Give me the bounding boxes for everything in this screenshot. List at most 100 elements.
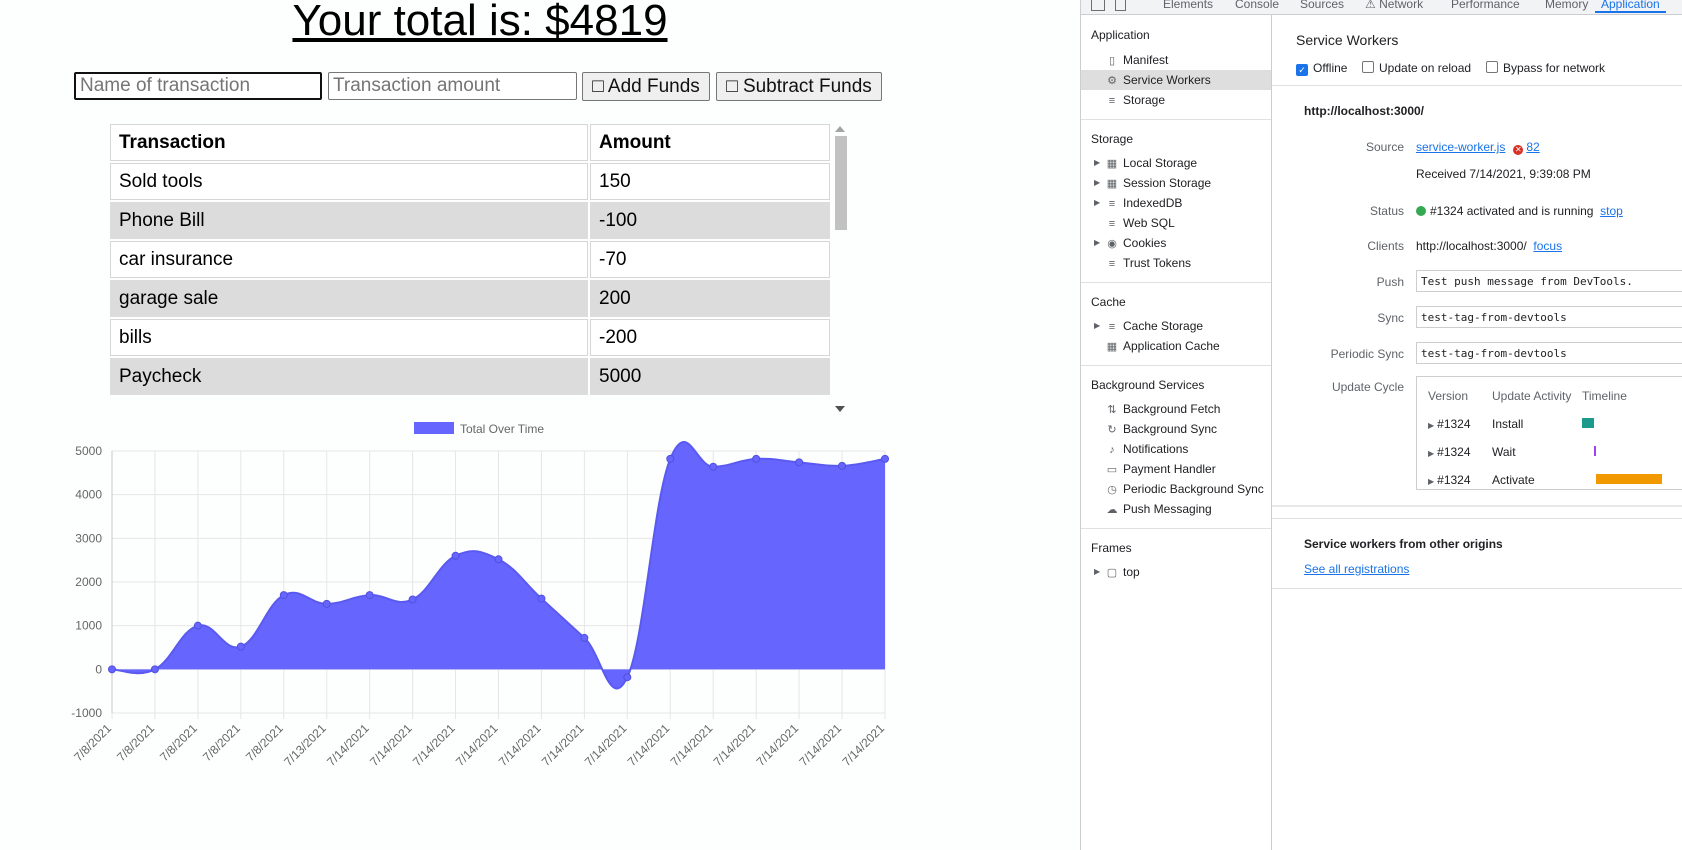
transaction-amount-input[interactable] xyxy=(328,72,577,100)
expand-triangle-icon[interactable]: ▶ xyxy=(1094,238,1101,247)
focus-link[interactable]: focus xyxy=(1533,239,1563,253)
expand-triangle-icon[interactable]: ▶ xyxy=(1094,567,1101,576)
tab-elements[interactable]: Elements xyxy=(1163,0,1214,11)
tab-sources[interactable]: Sources xyxy=(1300,0,1345,11)
data-point[interactable] xyxy=(580,633,589,642)
area-series xyxy=(112,441,885,689)
sync-label: Sync xyxy=(1377,311,1404,325)
sidebar-item-payment-handler[interactable]: ▭ Payment Handler xyxy=(1105,459,1271,479)
data-point[interactable] xyxy=(193,621,202,630)
add-funds-button[interactable]: □ Add Funds xyxy=(582,72,710,101)
expand-triangle-icon[interactable]: ▶ xyxy=(1094,198,1101,207)
data-point[interactable] xyxy=(752,454,761,463)
sidebar-item-indexeddb[interactable]: ▶ ≡ IndexedDB xyxy=(1094,193,1271,213)
expand-triangle-icon[interactable]: ▶ xyxy=(1428,449,1435,458)
periodic-sync-tag-input[interactable]: test-tag-from-devtools xyxy=(1416,342,1682,364)
sync-tag-input[interactable]: test-tag-from-devtools xyxy=(1416,306,1682,328)
sidebar-item-web-sql[interactable]: ≡ Web SQL xyxy=(1105,213,1271,233)
data-point[interactable] xyxy=(623,673,632,682)
inspect-element-icon[interactable] xyxy=(1091,0,1105,11)
sidebar-item-label: Push Messaging xyxy=(1123,502,1212,516)
expand-triangle-icon[interactable]: ▶ xyxy=(1428,477,1435,486)
sidebar-item-label: Background Fetch xyxy=(1123,402,1221,416)
data-point[interactable] xyxy=(709,462,718,471)
stop-link[interactable]: stop xyxy=(1600,204,1623,218)
sidebar-item-notifications[interactable]: ♪ Notifications xyxy=(1105,439,1271,459)
data-point[interactable] xyxy=(365,591,374,600)
sidebar-item-background-fetch[interactable]: ⇅ Background Fetch xyxy=(1105,399,1271,419)
table-row: Paycheck 5000 xyxy=(110,358,830,395)
checkbox-label: Offline xyxy=(1313,61,1348,75)
table-scrollbar[interactable] xyxy=(832,122,848,418)
update-on-reload-checkbox[interactable]: Update on reload xyxy=(1362,61,1471,75)
push-message-input[interactable]: Test push message from DevTools. xyxy=(1416,270,1682,292)
data-point[interactable] xyxy=(150,665,159,674)
data-point[interactable] xyxy=(881,454,889,463)
expand-triangle-icon[interactable]: ▶ xyxy=(1094,321,1101,330)
tab-memory[interactable]: Memory xyxy=(1545,0,1589,11)
expand-triangle-icon[interactable]: ▶ xyxy=(1094,158,1101,167)
sw-origin: http://localhost:3000/ xyxy=(1304,104,1425,118)
expand-triangle-icon[interactable]: ▶ xyxy=(1094,178,1101,187)
tab-application[interactable]: Application xyxy=(1595,0,1666,13)
data-point[interactable] xyxy=(838,461,847,470)
sidebar-item-local-storage[interactable]: ▶ ▦ Local Storage xyxy=(1094,153,1271,173)
offline-checkbox[interactable]: ✓ Offline xyxy=(1296,61,1347,76)
source-file-link[interactable]: service-worker.js xyxy=(1416,140,1506,154)
tab-console[interactable]: Console xyxy=(1235,0,1280,11)
data-point[interactable] xyxy=(537,594,546,603)
sidebar-item-push-messaging[interactable]: ☁ Push Messaging xyxy=(1105,499,1271,519)
data-point[interactable] xyxy=(795,458,804,467)
sidebar-item-background-sync[interactable]: ↻ Background Sync xyxy=(1105,419,1271,439)
grid-icon: ▦ xyxy=(1106,341,1118,353)
cycle-row-version[interactable]: ▶ #1324 xyxy=(1428,473,1471,487)
cycle-row-version[interactable]: ▶ #1324 xyxy=(1428,417,1471,431)
sidebar-item-frame-top[interactable]: ▶ ▢ top xyxy=(1094,562,1271,582)
sidebar-item-periodic-background-sync[interactable]: ◷ Periodic Background Sync xyxy=(1105,479,1271,499)
divider xyxy=(1272,505,1682,507)
data-point[interactable] xyxy=(408,595,417,604)
subtract-funds-button[interactable]: □ Subtract Funds xyxy=(716,72,882,101)
version-text: #1324 xyxy=(1437,417,1471,431)
sidebar-item-label: Cookies xyxy=(1123,236,1167,250)
checkmark-icon[interactable]: ✓ xyxy=(1296,64,1308,76)
sidebar-item-trust-tokens[interactable]: ≡ Trust Tokens xyxy=(1105,253,1271,273)
scrollbar-thumb[interactable] xyxy=(835,136,847,230)
sidebar-item-cache-storage[interactable]: ▶ ≡ Cache Storage xyxy=(1094,316,1271,336)
tab-network[interactable]: ⚠ Network xyxy=(1365,0,1424,11)
checkbox-box[interactable] xyxy=(1486,61,1498,73)
devtools-panel: Elements Console Sources ⚠ Network Perfo… xyxy=(1080,0,1682,850)
sidebar-item-storage[interactable]: ≡ Storage xyxy=(1105,90,1271,110)
tab-performance[interactable]: Performance xyxy=(1451,0,1520,11)
checkbox-box[interactable] xyxy=(1362,61,1374,73)
data-point[interactable] xyxy=(279,591,288,600)
data-point[interactable] xyxy=(108,665,116,674)
sidebar-item-cookies[interactable]: ▶ ◉ Cookies xyxy=(1094,233,1271,253)
expand-triangle-icon[interactable]: ▶ xyxy=(1428,421,1435,430)
data-point[interactable] xyxy=(451,551,460,560)
transaction-name-cell: car insurance xyxy=(110,241,588,278)
data-point[interactable] xyxy=(666,454,675,463)
data-point[interactable] xyxy=(322,599,331,608)
see-all-registrations-link[interactable]: See all registrations xyxy=(1304,562,1410,576)
sidebar-item-session-storage[interactable]: ▶ ▦ Session Storage xyxy=(1094,173,1271,193)
bypass-for-network-checkbox[interactable]: Bypass for network xyxy=(1486,61,1605,75)
scroll-up-arrow-icon[interactable] xyxy=(835,126,845,132)
scroll-down-arrow-icon[interactable] xyxy=(835,406,845,412)
timeline-bar-install xyxy=(1582,418,1594,428)
sidebar-item-application-cache[interactable]: ▦ Application Cache xyxy=(1105,336,1271,356)
transaction-name-input[interactable] xyxy=(74,72,322,100)
checkbox-label: Bypass for network xyxy=(1503,61,1606,75)
source-label: Source xyxy=(1365,140,1404,154)
sidebar-item-label: Background Sync xyxy=(1123,422,1218,436)
sidebar-item-service-workers[interactable]: ⚙ Service Workers xyxy=(1081,70,1271,90)
sidebar-item-manifest[interactable]: ▯ Manifest xyxy=(1105,50,1271,70)
device-toolbar-icon[interactable] xyxy=(1115,0,1126,11)
data-point[interactable] xyxy=(494,555,503,564)
sidebar-item-label: Web SQL xyxy=(1123,216,1175,230)
error-count-link[interactable]: 82 xyxy=(1526,140,1540,154)
transaction-name-cell: Paycheck xyxy=(110,358,588,395)
sidebar-item-label: Local Storage xyxy=(1123,156,1198,170)
cycle-row-version[interactable]: ▶ #1324 xyxy=(1428,445,1471,459)
data-point[interactable] xyxy=(236,642,245,651)
